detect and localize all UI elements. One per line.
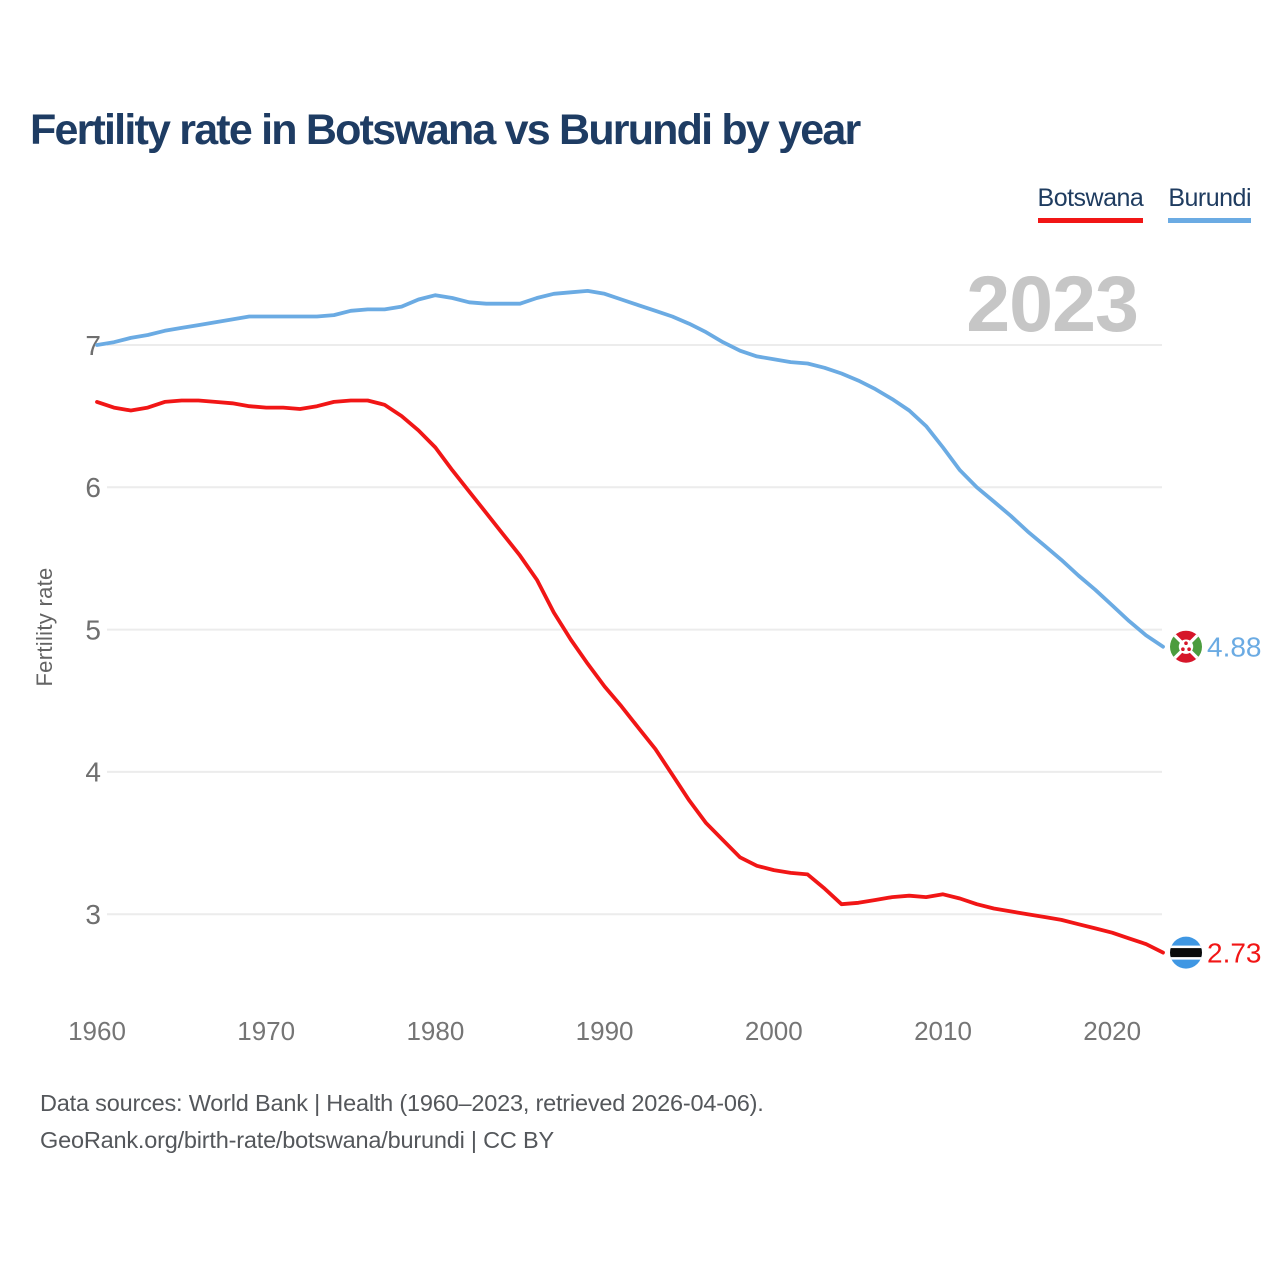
footer-attribution: GeoRank.org/birth-rate/botswana/burundi … — [40, 1127, 554, 1153]
legend-label: Botswana — [1037, 184, 1144, 212]
year-watermark: 2023 — [966, 259, 1139, 348]
x-tick-label: 1980 — [406, 1016, 464, 1046]
x-tick-label: 2000 — [745, 1016, 803, 1046]
y-axis-title: Fertility rate — [32, 567, 57, 687]
legend-label: Burundi — [1168, 184, 1251, 212]
x-tick-label: 1990 — [576, 1016, 634, 1046]
burundi-end-value-label: 4.88 — [1207, 632, 1262, 663]
chart-title: Fertility rate in Botswana vs Burundi by… — [30, 106, 861, 154]
botswana-flag-icon — [1170, 936, 1202, 969]
footer: Data sources: World Bank | Health (1960–… — [40, 1085, 764, 1159]
legend-item-botswana[interactable]: Botswana — [1037, 184, 1144, 223]
x-tick-label: 1970 — [237, 1016, 295, 1046]
footer-data-sources: Data sources: World Bank | Health (1960–… — [40, 1090, 764, 1116]
botswana-flag-shapes — [1170, 936, 1202, 969]
botswana-line — [95, 398, 1165, 955]
y-tick-label: 6 — [85, 472, 101, 503]
burundi-line — [95, 288, 1165, 649]
x-tick-label: 2020 — [1083, 1016, 1141, 1046]
burundi-flag-icon — [1170, 630, 1202, 663]
y-tick-label: 4 — [85, 757, 101, 788]
x-tick-label: 1960 — [68, 1016, 126, 1046]
legend-item-burundi[interactable]: Burundi — [1168, 184, 1251, 223]
y-tick-label: 3 — [85, 899, 101, 930]
botswana-end-value-label: 2.73 — [1207, 937, 1262, 968]
burundi-flag-shapes — [1170, 630, 1202, 663]
y-tick-label: 7 — [85, 330, 101, 361]
y-tick-label: 5 — [85, 614, 101, 645]
legend: Botswana Burundi — [1037, 184, 1251, 223]
x-tick-label: 2010 — [914, 1016, 972, 1046]
